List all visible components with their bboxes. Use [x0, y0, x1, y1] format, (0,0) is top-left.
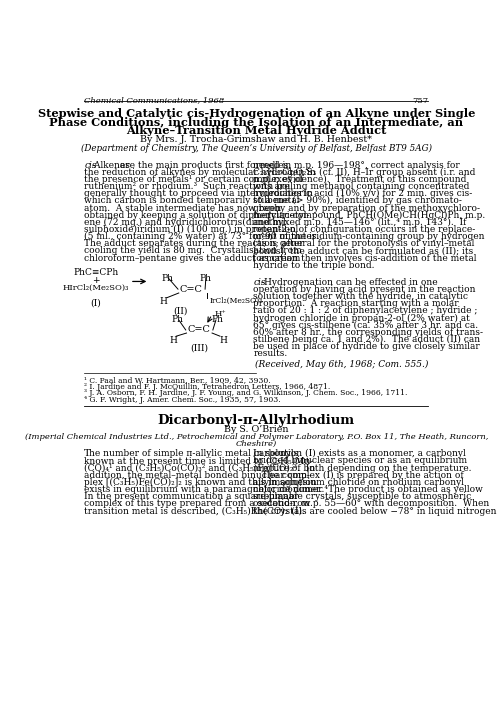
Text: bonds), the adduct can be formulated as (II); its: bonds), the adduct can be formulated as …	[253, 246, 474, 256]
Text: which carbon is bonded temporarily to a metal: which carbon is bonded temporarily to a …	[84, 196, 300, 205]
Text: known at the present time is limited to (C₃H₅)Mn-: known at the present time is limited to …	[84, 456, 314, 466]
Text: needles, m.p. 196—198°, correct analysis for: needles, m.p. 196—198°, correct analysis…	[253, 160, 460, 170]
Text: operation by having acid present in the reaction: operation by having acid present in the …	[253, 284, 476, 294]
Text: PhC≡CPh: PhC≡CPh	[73, 268, 118, 277]
Text: sulphoxide)iridium (I) (100 mg.) in propan-2-ol: sulphoxide)iridium (I) (100 mg.) in prop…	[84, 225, 298, 234]
Text: the crystals are cooled below −78° in liquid nitrogen: the crystals are cooled below −78° in li…	[253, 507, 496, 516]
Text: chloride dimer.  The product is obtained as yellow: chloride dimer. The product is obtained …	[253, 485, 483, 494]
Text: 757: 757	[412, 97, 428, 105]
Text: By S. O’Brien: By S. O’Brien	[224, 425, 288, 434]
Text: ¹ C. Paal and W. Hartmann, Ber., 1909, 42, 3930.: ¹ C. Paal and W. Hartmann, Ber., 1909, 4…	[84, 376, 271, 384]
Text: (Received, May 6th, 1968; Com. 555.): (Received, May 6th, 1968; Com. 555.)	[255, 360, 428, 370]
Text: graphy and by preparation of the methoxychloro-: graphy and by preparation of the methoxy…	[253, 204, 480, 212]
Text: Ph: Ph	[200, 274, 212, 283]
Text: H: H	[219, 336, 227, 345]
Text: Stepwise and Catalytic cis-Hydrogenation of an Alkyne under Single: Stepwise and Catalytic cis-Hydrogenation…	[38, 108, 475, 119]
Text: plex [(C₃H₅)Fe(CO)₂]₂ is known and this in solution: plex [(C₃H₅)Fe(CO)₂]₂ is known and this …	[84, 478, 317, 487]
Text: Dicarbonyl-π-Allylrhodium: Dicarbonyl-π-Allylrhodium	[158, 414, 355, 427]
Text: ene (72 mg.) and hydridichlorotris(dimethyl: ene (72 mg.) and hydridichlorotris(dimet…	[84, 218, 286, 227]
Text: ment of the iridium-containing group by hydrogen: ment of the iridium-containing group by …	[253, 232, 484, 241]
Text: exists in equilibrium with a paramagnetic monomer.⁴: exists in equilibrium with a paramagneti…	[84, 485, 328, 494]
Text: T: T	[84, 449, 91, 458]
Text: proportion.  A reaction starting with a molar: proportion. A reaction starting with a m…	[253, 299, 459, 308]
Text: sublimable crystals, susceptible to atmospheric: sublimable crystals, susceptible to atmo…	[253, 492, 472, 501]
Text: mercuri-compound, PhCH(OMe)CH(HgCl)Ph, m.p.: mercuri-compound, PhCH(OMe)CH(HgCl)Ph, m…	[253, 211, 486, 219]
Text: (Department of Chemistry, The Queen’s University of Belfast, Belfast BT9 5AG): (Department of Chemistry, The Queen’s Un…	[81, 144, 432, 153]
Text: stilbene (> 90%), identified by gas chromato-: stilbene (> 90%), identified by gas chro…	[253, 196, 462, 206]
Text: n.m.r. evidence).  Treatment of this compound: n.m.r. evidence). Treatment of this comp…	[253, 175, 466, 184]
Text: addition, the metal–metal bonded binuclear com-: addition, the metal–metal bonded binucle…	[84, 471, 310, 480]
Text: Ph: Ph	[162, 274, 174, 283]
Text: hydrogen chloride in propan-2-ol (2% water) at: hydrogen chloride in propan-2-ol (2% wat…	[253, 313, 470, 323]
Text: (III): (III)	[190, 343, 208, 352]
Text: Phase Conditions, including the Isolation of an Intermediate, an: Phase Conditions, including the Isolatio…	[49, 117, 464, 128]
Text: +: +	[92, 276, 100, 285]
Text: solution together with the hydride, in catalytic: solution together with the hydride, in c…	[253, 292, 468, 301]
Text: 60% after 8 hr., the corresponding yields of trans-: 60% after 8 hr., the corresponding yield…	[253, 328, 483, 336]
Text: be used in place of hydride to give closely similar: be used in place of hydride to give clos…	[253, 342, 480, 351]
Text: stilbene being ca. 1 and 2%).  The adduct (II) can: stilbene being ca. 1 and 2%). The adduct…	[253, 335, 480, 344]
Text: ³ J. A. Osborn, F. H. Jardine, J. F. Young, and G. Wilkinson, J. Chem. Soc., 196: ³ J. A. Osborn, F. H. Jardine, J. F. You…	[84, 389, 407, 397]
Text: cooling the yield is 80 mg.  Crystallisation from: cooling the yield is 80 mg. Crystallisat…	[84, 246, 302, 256]
Text: (as is general for the protonolysis of vinyl–metal: (as is general for the protonolysis of v…	[253, 239, 474, 248]
Text: H: H	[160, 297, 167, 306]
Text: C₂₆H₂₉Cl₂O₂S₃ (cf. II), H–Ir group absent (i.r. and: C₂₆H₂₉Cl₂O₂S₃ (cf. II), H–Ir group absen…	[253, 168, 476, 177]
Text: formation then involves cis-addition of the metal: formation then involves cis-addition of …	[253, 253, 476, 263]
Text: (5 ml., containing 2% water) at 73° for 90 minutes.: (5 ml., containing 2% water) at 73° for …	[84, 232, 320, 241]
Text: The complex (I) is prepared by the action of: The complex (I) is prepared by the actio…	[253, 471, 464, 480]
Text: Chemical Communications, 1968: Chemical Communications, 1968	[84, 97, 224, 105]
Text: cis: cis	[84, 160, 96, 170]
Text: ruthenium² or rhodium.³  Such reactions are: ruthenium² or rhodium.³ Such reactions a…	[84, 182, 290, 191]
Text: ⁴ G. F. Wright, J. Amer. Chem. Soc., 1935, 57, 1903.: ⁴ G. F. Wright, J. Amer. Chem. Soc., 193…	[84, 396, 281, 404]
Text: and mixed m.p. 145—146° (lit.,⁴ m.p. 143°).  If: and mixed m.p. 145—146° (lit.,⁴ m.p. 143…	[253, 218, 466, 227]
Text: hydride to the triple bond.: hydride to the triple bond.	[253, 261, 374, 270]
Text: In solution (I) exists as a monomer, a carbonyl: In solution (I) exists as a monomer, a c…	[253, 449, 466, 458]
Text: he number of simple π-allylic metal carbonyls: he number of simple π-allylic metal carb…	[89, 449, 298, 458]
Text: atom.  A stable intermediate has now been: atom. A stable intermediate has now been	[84, 204, 281, 212]
Text: (CO)₄¹ and (C₃H₅)Co(CO)₃² and (C₃H₅)Fe(CO)₂³.  In: (CO)₄¹ and (C₃H₅)Co(CO)₃² and (C₃H₅)Fe(C…	[84, 464, 316, 473]
Text: complex of this type prepared from a second-row: complex of this type prepared from a sec…	[84, 500, 310, 508]
Text: ratio of 20 : 1 : 2 of diphenylacetylene ; hydride ;: ratio of 20 : 1 : 2 of diphenylacetylene…	[253, 306, 478, 316]
Text: H⁺: H⁺	[214, 310, 226, 318]
Text: C=C: C=C	[188, 325, 210, 334]
Text: allylmagnesium chloride on rhodium carbonyl: allylmagnesium chloride on rhodium carbo…	[253, 478, 464, 487]
Text: retention of configuration occurs in the replace-: retention of configuration occurs in the…	[253, 225, 476, 234]
Text: oxidation, m.p. 55—60° with decomposition.  When: oxidation, m.p. 55—60° with decompositio…	[253, 500, 490, 508]
Text: with boiling methanol containing concentrated: with boiling methanol containing concent…	[253, 182, 470, 191]
Text: The adduct separates during the reaction; after: The adduct separates during the reaction…	[84, 239, 304, 248]
Text: (Imperial Chemical Industries Ltd., Petrochemical and Polymer Laboratory, P.O. B: (Imperial Chemical Industries Ltd., Petr…	[24, 433, 488, 441]
Text: (II): (II)	[173, 306, 188, 315]
Text: are the main products first formed in: are the main products first formed in	[117, 160, 291, 170]
Text: By Mrs. J. Trocha-Grimshaw and H. B. Henbest*: By Mrs. J. Trocha-Grimshaw and H. B. Hen…	[140, 135, 372, 144]
Text: transition metal is described, (C₃H₅)Rh(CO)₂ (I).: transition metal is described, (C₃H₅)Rh(…	[84, 507, 305, 516]
Text: Alkyne–Transition Metal Hydride Adduct: Alkyne–Transition Metal Hydride Adduct	[126, 125, 386, 136]
Text: generally thought to proceed via intermediates in: generally thought to proceed via interme…	[84, 189, 313, 199]
Text: IrCl₂(Me₂SO)₃: IrCl₂(Me₂SO)₃	[210, 297, 263, 305]
Text: the reduction of alkynes by molecular hydrogen in: the reduction of alkynes by molecular hy…	[84, 168, 316, 177]
Text: Ph: Ph	[212, 316, 224, 324]
Text: Ph: Ph	[171, 316, 183, 324]
Text: bridged binuclear species or as an equilibrium: bridged binuclear species or as an equil…	[253, 456, 468, 466]
Text: results.: results.	[253, 349, 288, 358]
Text: -Alkenes: -Alkenes	[92, 160, 131, 170]
Text: HIrCl₂(Me₂SO)₃: HIrCl₂(Me₂SO)₃	[62, 284, 129, 292]
Text: ² I. Jardine and F. J. McQuillin, Tetrahedron Letters, 1966, 4871.: ² I. Jardine and F. J. McQuillin, Tetrah…	[84, 383, 330, 391]
Text: obtained by keeping a solution of diphenylacetyl-: obtained by keeping a solution of diphen…	[84, 211, 310, 219]
Text: cis: cis	[253, 277, 266, 287]
Text: -Hydrogenation can be effected in one: -Hydrogenation can be effected in one	[261, 277, 438, 287]
Text: C=C: C=C	[180, 285, 203, 295]
Text: (I): (I)	[90, 298, 101, 308]
Text: hydrochloric acid (10% v/v) for 2 min. gives cis-: hydrochloric acid (10% v/v) for 2 min. g…	[253, 189, 472, 199]
Text: the presence of metals¹ or certain complexes of: the presence of metals¹ or certain compl…	[84, 175, 304, 184]
Text: In the present communication a square-planar: In the present communication a square-pl…	[84, 492, 298, 501]
Text: mixture of both depending on the temperature.: mixture of both depending on the tempera…	[253, 464, 472, 473]
Text: 65° gives cis-stilbene (ca. 35% after 3 hr. and ca.: 65° gives cis-stilbene (ca. 35% after 3 …	[253, 321, 478, 330]
Text: H: H	[170, 336, 177, 345]
Text: Cheshire): Cheshire)	[236, 440, 277, 448]
Text: chloroform–pentane gives the adduct as cream: chloroform–pentane gives the adduct as c…	[84, 253, 300, 263]
